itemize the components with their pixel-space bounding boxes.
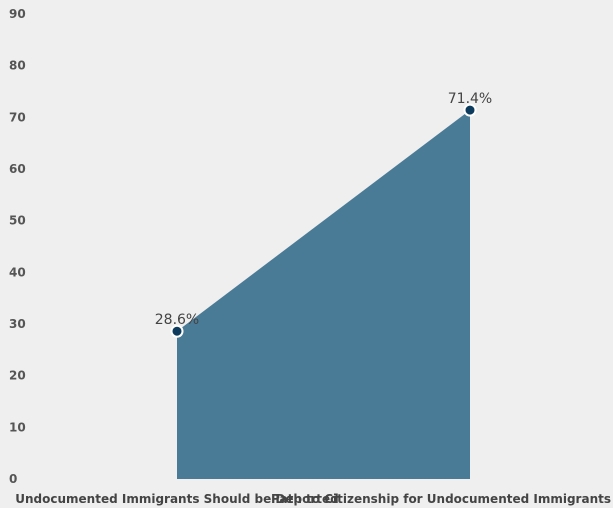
y-tick-label: 50 [9, 214, 26, 228]
y-tick-label: 60 [9, 162, 26, 176]
x-category-label: Path to Citizenship for Undocumented Imm… [271, 492, 611, 506]
x-category-label: Undocumented Immigrants Should be Deport… [15, 492, 338, 506]
area-fill [177, 110, 470, 479]
y-tick-label: 90 [9, 7, 26, 21]
y-axis: 0 10 20 30 40 50 60 70 80 90 [9, 7, 26, 486]
data-label: 71.4% [448, 91, 492, 107]
y-tick-label: 0 [9, 472, 17, 486]
y-tick-label: 40 [9, 265, 26, 279]
data-point-marker [170, 324, 184, 338]
y-tick-label: 80 [9, 59, 26, 73]
x-axis: Undocumented Immigrants Should be Deport… [15, 492, 611, 506]
data-point-marker [463, 103, 477, 117]
y-tick-label: 70 [9, 110, 26, 124]
y-tick-label: 10 [9, 420, 26, 434]
y-tick-label: 30 [9, 317, 26, 331]
y-tick-label: 20 [9, 369, 26, 383]
plot-area: 28.6% 71.4% [155, 91, 492, 479]
data-label: 28.6% [155, 312, 199, 328]
